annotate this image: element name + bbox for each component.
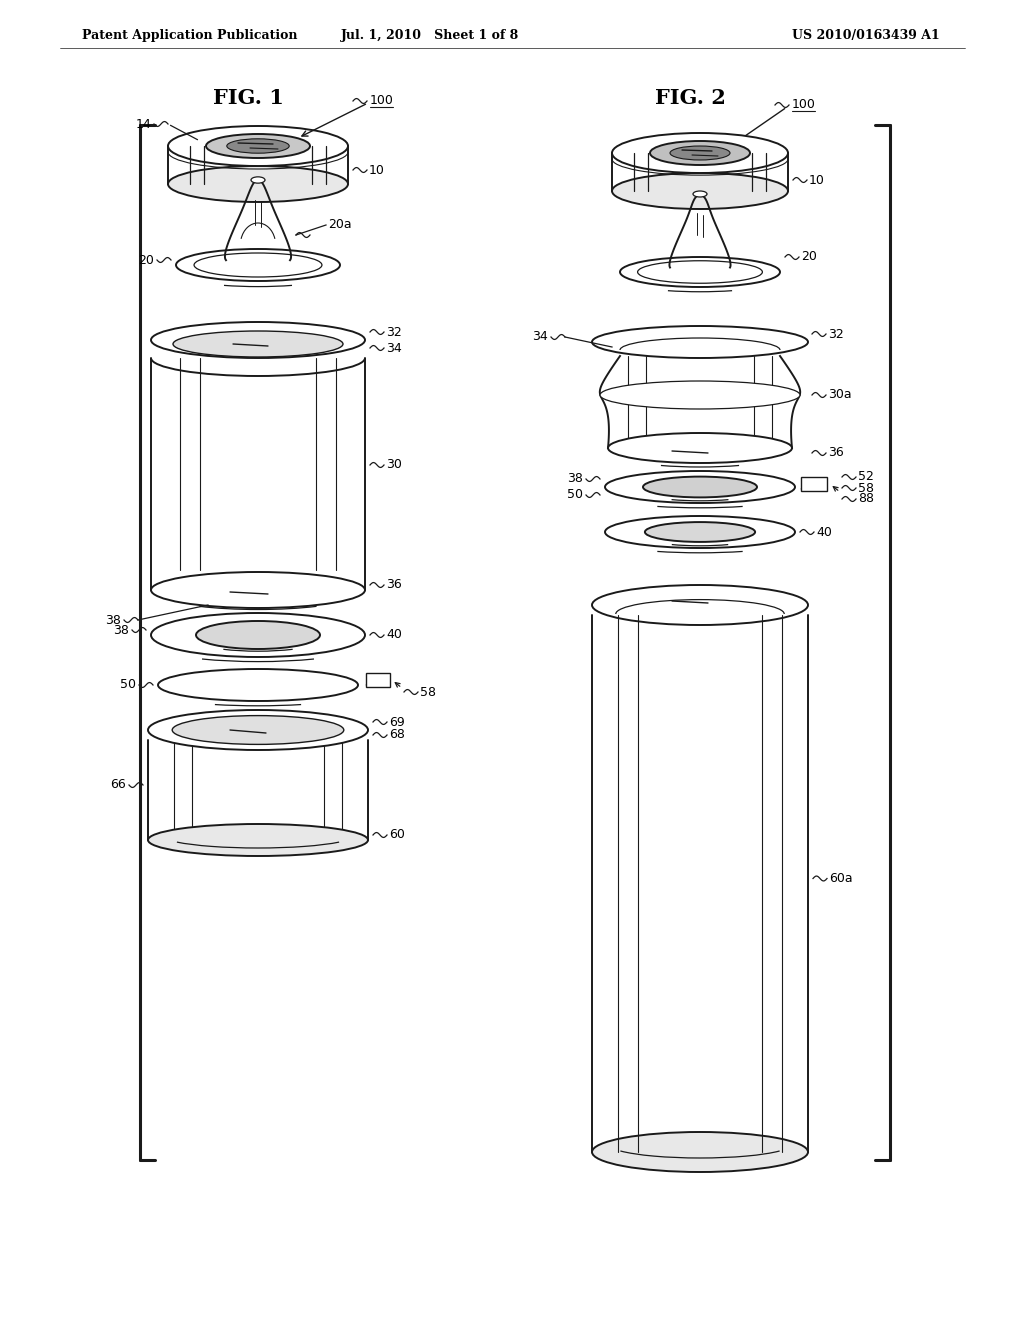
Text: 66: 66 [111, 779, 126, 792]
Ellipse shape [643, 477, 757, 498]
Text: 58: 58 [858, 482, 874, 495]
Ellipse shape [173, 331, 343, 356]
Text: FIG. 1: FIG. 1 [213, 88, 284, 108]
Text: 34: 34 [386, 342, 401, 355]
Ellipse shape [693, 191, 707, 197]
Text: US 2010/0163439 A1: US 2010/0163439 A1 [793, 29, 940, 41]
Text: 40: 40 [386, 628, 401, 642]
Ellipse shape [592, 1133, 808, 1172]
Text: 34: 34 [532, 330, 548, 343]
Text: 36: 36 [386, 578, 401, 591]
Text: 50: 50 [120, 678, 136, 692]
Text: 50: 50 [567, 488, 583, 502]
Text: 58: 58 [420, 685, 436, 698]
Text: 10: 10 [809, 173, 825, 186]
Ellipse shape [612, 133, 788, 173]
Ellipse shape [151, 612, 365, 657]
Ellipse shape [148, 824, 368, 855]
Text: 32: 32 [386, 326, 401, 338]
Ellipse shape [605, 516, 795, 548]
Text: 88: 88 [858, 492, 874, 506]
Ellipse shape [168, 166, 348, 202]
Text: 100: 100 [792, 99, 816, 111]
Ellipse shape [600, 381, 800, 409]
Text: 40: 40 [816, 525, 831, 539]
Text: 30a: 30a [828, 388, 852, 401]
Text: 100: 100 [370, 95, 394, 107]
Ellipse shape [612, 173, 788, 209]
Text: 60: 60 [389, 829, 404, 842]
Text: 52: 52 [858, 470, 873, 483]
Text: 60a: 60a [829, 873, 853, 884]
Text: 38: 38 [105, 614, 121, 627]
Text: 36: 36 [828, 446, 844, 459]
Bar [801, 477, 827, 491]
Text: 69: 69 [389, 715, 404, 729]
Ellipse shape [670, 147, 730, 160]
Ellipse shape [196, 620, 319, 649]
Text: FIG. 2: FIG. 2 [654, 88, 725, 108]
Text: Patent Application Publication: Patent Application Publication [82, 29, 298, 41]
Ellipse shape [226, 139, 289, 153]
Ellipse shape [176, 249, 340, 281]
Ellipse shape [645, 523, 755, 543]
Ellipse shape [158, 669, 358, 701]
Text: 20: 20 [801, 251, 817, 264]
Ellipse shape [148, 710, 368, 750]
Text: 32: 32 [828, 327, 844, 341]
Ellipse shape [620, 257, 780, 286]
Ellipse shape [206, 135, 310, 158]
Ellipse shape [605, 471, 795, 503]
Ellipse shape [168, 125, 348, 166]
Ellipse shape [251, 177, 265, 183]
Ellipse shape [151, 322, 365, 358]
Ellipse shape [172, 715, 344, 744]
Text: 20: 20 [138, 253, 154, 267]
Ellipse shape [650, 141, 750, 165]
Text: 38: 38 [567, 473, 583, 486]
Text: 38: 38 [113, 623, 129, 636]
Text: 10: 10 [369, 164, 385, 177]
Text: 14: 14 [135, 117, 151, 131]
Text: 68: 68 [389, 729, 404, 742]
Ellipse shape [608, 433, 792, 463]
Ellipse shape [592, 326, 808, 358]
Text: 20a: 20a [328, 219, 351, 231]
Bar [366, 673, 390, 686]
Text: 30: 30 [386, 458, 401, 471]
Ellipse shape [151, 572, 365, 609]
Ellipse shape [592, 585, 808, 624]
Text: Jul. 1, 2010   Sheet 1 of 8: Jul. 1, 2010 Sheet 1 of 8 [341, 29, 519, 41]
